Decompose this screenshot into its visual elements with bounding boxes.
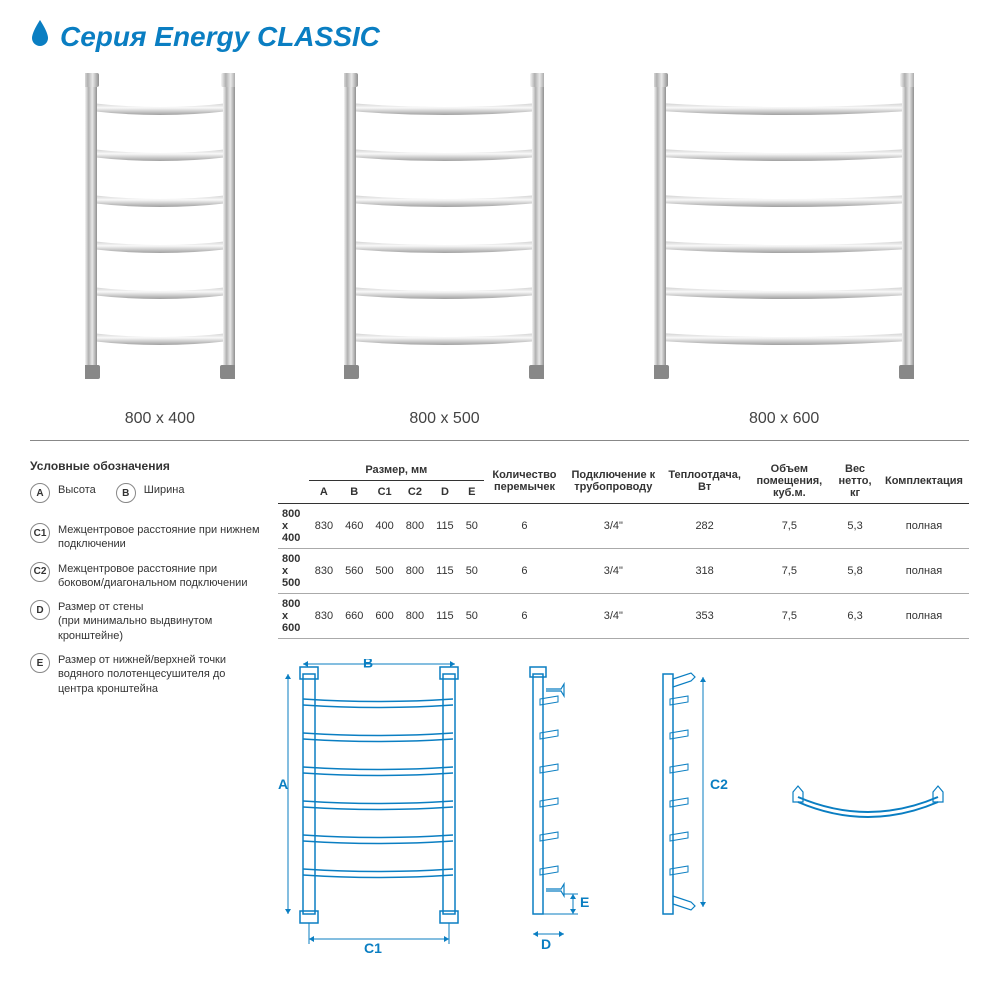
diagram-top (788, 782, 948, 842)
legend-text: Размер от нижней/верхней точки водяного … (58, 653, 260, 696)
legend-text: Межцентровое расстояние при нижнем подкл… (58, 523, 260, 552)
diagram-side-1: D E (528, 659, 628, 969)
product-label: 800 x 500 (344, 410, 544, 428)
legend-key: B (116, 483, 136, 503)
technical-diagrams: A B C1 B D E C2 (278, 659, 969, 969)
svg-text:E: E (580, 894, 589, 910)
svg-text:A: A (278, 776, 288, 792)
spec-table: Размер, мм Количество перемычек Подключе… (278, 459, 969, 639)
legend-text: Размер от стены(при минимально выдвинуто… (58, 600, 260, 643)
svg-text:D: D (541, 936, 551, 952)
svg-text:C1: C1 (364, 940, 382, 956)
product-item: 800 x 600 (654, 73, 914, 428)
drop-icon (30, 20, 50, 53)
product-item: 800 x 500 (344, 73, 544, 428)
page-header: Серия Energy CLASSIC (30, 20, 969, 53)
legend-panel: Условные обозначения AВысота BШирина C1 … (30, 459, 260, 969)
product-label: 800 x 600 (654, 410, 914, 428)
legend-title: Условные обозначения (30, 459, 260, 473)
legend-key: C1 (30, 523, 50, 543)
diagram-front: A B C1 B (278, 659, 498, 969)
diagram-side-2: C2 (658, 659, 758, 969)
legend-text: Ширина (144, 483, 185, 497)
product-label: 800 x 400 (85, 410, 235, 428)
legend-text: Межцентровое расстояние при боковом/диаг… (58, 562, 260, 591)
legend-text: Высота (58, 483, 96, 497)
section-divider (30, 440, 969, 441)
table-model: 800 x 400 (278, 504, 309, 549)
svg-text:B: B (368, 659, 378, 662)
legend-key: C2 (30, 562, 50, 582)
product-item: 800 x 400 (85, 73, 235, 428)
table-model: 800 x 500 (278, 549, 309, 594)
svg-text:C2: C2 (710, 776, 728, 792)
legend-key: E (30, 653, 50, 673)
product-gallery: 800 x 400 800 x 500 (30, 73, 969, 428)
legend-key: D (30, 600, 50, 620)
legend-key: A (30, 483, 50, 503)
page-title: Серия Energy CLASSIC (60, 21, 380, 53)
table-model: 800 x 600 (278, 594, 309, 639)
